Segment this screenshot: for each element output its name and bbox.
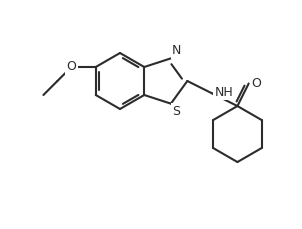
Text: S: S <box>172 105 180 118</box>
Text: O: O <box>252 77 262 90</box>
Text: N: N <box>172 44 181 57</box>
Text: O: O <box>66 60 76 74</box>
Text: NH: NH <box>214 86 233 99</box>
